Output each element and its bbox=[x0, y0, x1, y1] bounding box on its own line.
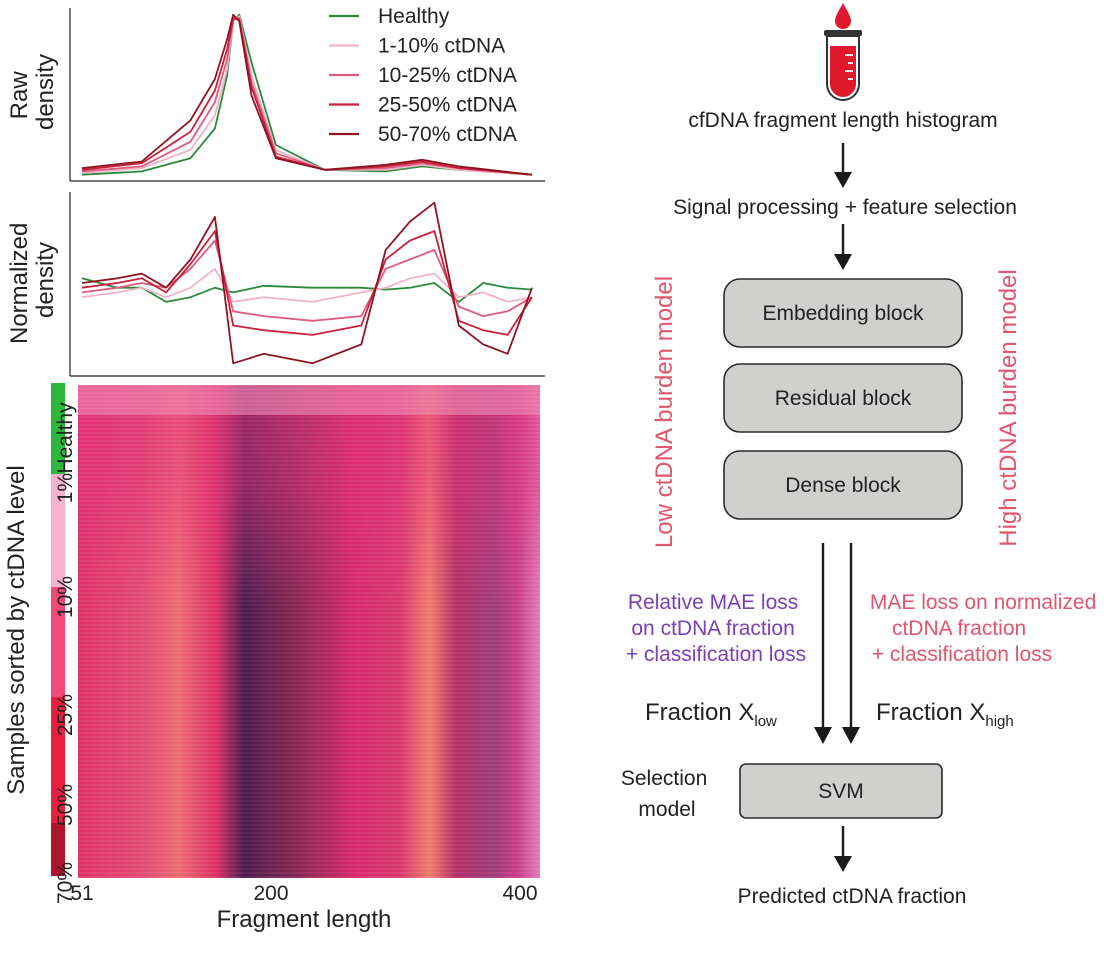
normLines-line-25-50-ctdna bbox=[81, 230, 533, 336]
legend-label-25-50-ctdna: 25-50% ctDNA bbox=[378, 94, 517, 117]
level-bar-segment-3 bbox=[51, 587, 65, 697]
level-bar-segment-5 bbox=[51, 823, 65, 876]
normLines-line-10-25-ctdna bbox=[81, 239, 533, 322]
legend-label-50-70-ctdna: 50-70% ctDNA bbox=[378, 123, 517, 146]
fraction-low-prefix: Fraction X bbox=[645, 699, 754, 726]
x-tick-400: 400 bbox=[502, 882, 537, 905]
fraction-high-prefix: Fraction X bbox=[876, 699, 985, 726]
normalized-density-panel: Normalized density bbox=[6, 192, 545, 377]
arrow-head-high bbox=[842, 727, 860, 744]
high-loss-line-2: ctDNA fraction bbox=[892, 617, 1026, 640]
rawLines-line-50-70-ctdna bbox=[81, 13, 533, 176]
arrow-head-out bbox=[834, 856, 852, 872]
histogram-label: cfDNA fragment length histogram bbox=[688, 109, 997, 132]
norm-label-line1: Normalized bbox=[6, 223, 33, 344]
legend: Healthy 1-10% ctDNA 10-25% ctDNA 25-50% ctD… bbox=[329, 5, 517, 146]
low-model-label: Low ctDNA burden model bbox=[651, 276, 678, 548]
selection-line-2: model bbox=[638, 798, 695, 821]
x-tick-51: 51 bbox=[70, 882, 93, 905]
level-label-1: 1% bbox=[54, 473, 77, 503]
embedding-block bbox=[723, 278, 963, 348]
test-tube-icon bbox=[824, 3, 862, 101]
level-bar-segment-1 bbox=[51, 383, 65, 474]
svg-text:Raw density: Raw density bbox=[6, 54, 59, 130]
level-label-healthy: Healthy bbox=[54, 402, 77, 474]
legend-label-10-25-ctdna: 10-25% ctDNA bbox=[378, 64, 517, 87]
selection-line-1: Selection bbox=[621, 767, 707, 790]
normLines-line-50-70-ctdna bbox=[81, 201, 533, 365]
fraction-low-sub: low bbox=[754, 713, 777, 730]
legend-label-1-10-ctdna: 1-10% ctDNA bbox=[378, 35, 505, 58]
high-model-label: High ctDNA burden model bbox=[995, 269, 1022, 546]
level-bar-segment-2 bbox=[51, 474, 65, 587]
output-label: Predicted ctDNA fraction bbox=[738, 885, 967, 908]
rawLines-line-healthy bbox=[81, 13, 533, 176]
arrow-head-1 bbox=[834, 172, 852, 188]
level-label-70: 70% bbox=[54, 862, 77, 904]
high-loss-text: MAE loss on normalized ctDNA fraction + … bbox=[870, 591, 1102, 666]
heatmap-ylabel: Samples sorted by ctDNA level bbox=[3, 465, 30, 794]
heatmap-stripes bbox=[78, 385, 540, 878]
fraction-high-sub: high bbox=[985, 713, 1013, 730]
arrow-head-low bbox=[814, 727, 832, 744]
flow-diagram: cfDNA fragment length histogram Signal p… bbox=[621, 3, 1102, 908]
svg-text:Normalized density: Normalized density bbox=[6, 216, 59, 344]
high-loss-line-3: + classification loss bbox=[872, 643, 1052, 666]
low-loss-line-1: Relative MAE loss bbox=[628, 591, 798, 614]
svm-box bbox=[739, 763, 943, 819]
ctdna-level-bar bbox=[51, 383, 65, 876]
legend-label-healthy: Healthy bbox=[378, 5, 450, 28]
norm-label-line2: density bbox=[32, 242, 59, 318]
dense-block bbox=[723, 450, 963, 520]
dense-block-label: Dense block bbox=[785, 474, 901, 497]
heatmap-xlabel: Fragment length bbox=[217, 906, 392, 933]
residual-block bbox=[723, 363, 963, 433]
fraction-high-label: Fraction Xhigh bbox=[876, 699, 1014, 730]
svm-label: SVM bbox=[818, 780, 864, 803]
normLines-line-1-10-ctdna bbox=[81, 267, 533, 303]
level-label-25: 25% bbox=[54, 694, 77, 736]
raw-series-group bbox=[81, 13, 533, 176]
processing-label: Signal processing + feature selection bbox=[673, 196, 1017, 219]
level-bar-segment-4 bbox=[51, 697, 65, 823]
level-label-50: 50% bbox=[54, 784, 77, 826]
residual-block-label: Residual block bbox=[775, 387, 912, 410]
low-loss-line-3: + classification loss bbox=[626, 643, 806, 666]
fraction-low-label: Fraction Xlow bbox=[645, 699, 777, 730]
selection-model-label: Selection model bbox=[621, 767, 713, 821]
raw-label-line2: density bbox=[32, 54, 59, 130]
x-tick-200: 200 bbox=[253, 882, 288, 905]
high-loss-line-1: MAE loss on normalized bbox=[870, 591, 1096, 614]
arrow-head-2 bbox=[834, 254, 852, 270]
level-label-10: 10% bbox=[54, 576, 77, 618]
normalized-series-group bbox=[81, 201, 533, 365]
embedding-block-label: Embedding block bbox=[762, 302, 924, 325]
low-loss-line-2: on ctDNA fraction bbox=[631, 617, 794, 640]
low-loss-text: Relative MAE loss on ctDNA fraction + cl… bbox=[626, 591, 806, 666]
raw-density-panel: Raw density bbox=[6, 8, 545, 182]
heatmap-x-ticks: 51 200 400 bbox=[70, 882, 537, 905]
raw-label-line1: Raw bbox=[6, 71, 33, 120]
